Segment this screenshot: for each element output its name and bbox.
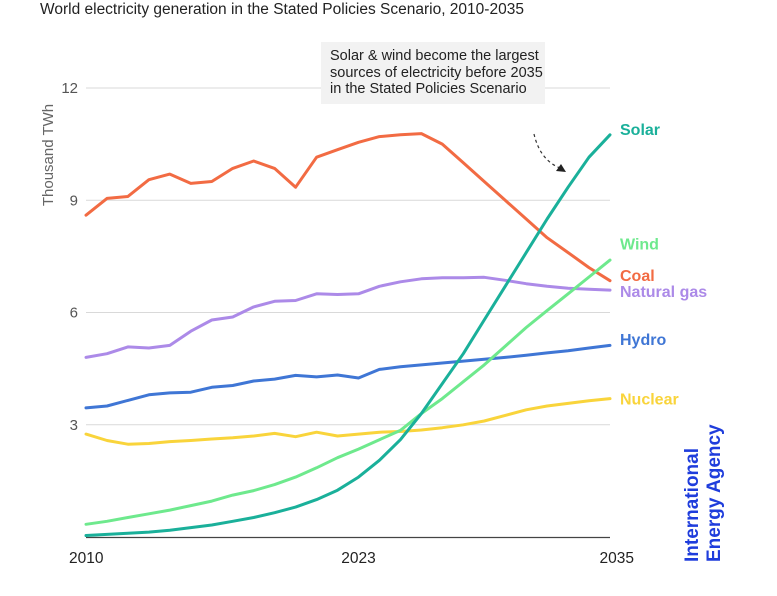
series-wind-label: Wind [620, 236, 659, 253]
series-hydro-label: Hydro [620, 332, 666, 349]
x-tick-2023: 2023 [341, 550, 375, 567]
series-natural-gas-label: Natural gas [620, 284, 707, 301]
series-solar-line [84, 133, 612, 537]
x-tick-labels: 2010 2023 2035 [69, 550, 634, 567]
y-tick-9: 9 [70, 192, 78, 209]
series-nuclear-label: Nuclear [620, 392, 679, 409]
x-tick-2035: 2035 [600, 550, 634, 567]
series-natural-gas-line [84, 275, 612, 359]
iea-logo-line2: Energy Agency [704, 424, 725, 562]
y-tick-3: 3 [70, 417, 78, 434]
chart-title: World electricity generation in the Stat… [40, 1, 524, 18]
y-tick-6: 6 [70, 305, 78, 322]
y-axis-label: Thousand TWh [40, 104, 57, 206]
series-nuclear-line [84, 397, 612, 446]
series-coal-line [84, 132, 612, 283]
series-solar-label: Solar [620, 122, 660, 139]
series-wind-line [84, 258, 612, 526]
iea-logo-line1: International [682, 448, 703, 562]
y-tick-12: 12 [61, 80, 78, 97]
series-coal-label: Coal [620, 268, 655, 285]
annotation-box: Solar & wind become the largest sources … [321, 42, 545, 104]
series-lines [84, 132, 612, 537]
x-tick-2010: 2010 [69, 550, 104, 567]
series-hydro-line [84, 343, 612, 410]
annotation-arrowhead [556, 164, 566, 172]
y-tick-labels: 3 6 9 12 [61, 80, 78, 434]
